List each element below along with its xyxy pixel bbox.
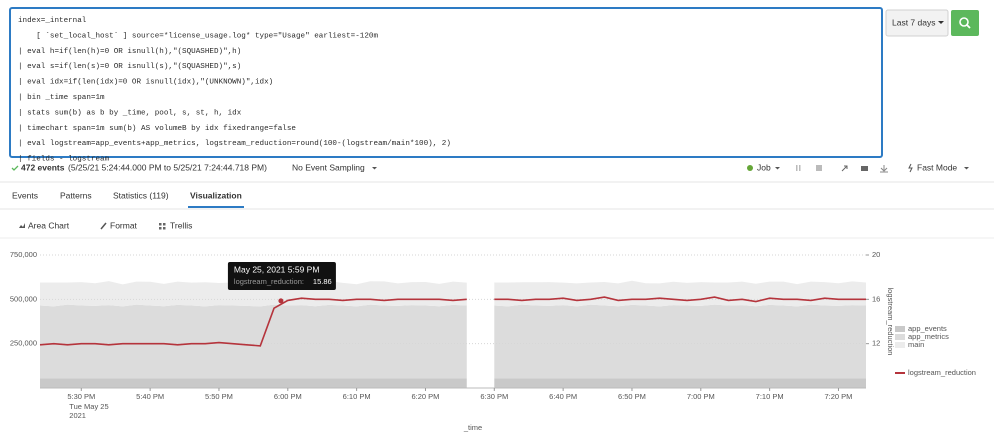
chart: 250,000 500,000 750,000 12 16 20 5:30 PM 5:40 P… xyxy=(10,250,976,432)
legend-swatch xyxy=(895,342,905,348)
query-line: | eval h=if(len(h)=0 OR isnull(h),"(SQUA… xyxy=(18,48,241,56)
caret xyxy=(372,167,377,170)
x-tick-label: 7:00 PM xyxy=(687,392,715,401)
y-tick-label: 750,000 xyxy=(10,250,37,259)
legend-swatch xyxy=(895,326,905,332)
legend-label: logstream_reduction xyxy=(908,368,976,377)
y-tick-label: 250,000 xyxy=(10,339,37,348)
time-picker-label: Last 7 days xyxy=(892,17,935,27)
legend-label: app_metrics xyxy=(908,332,949,341)
y2-tick-label: 16 xyxy=(872,294,880,303)
x-tick-label: 6:20 PM xyxy=(411,392,439,401)
line xyxy=(39,296,866,347)
x-tick-label: 6:50 PM xyxy=(618,392,646,401)
tooltip xyxy=(227,262,336,290)
tooltip-value: 15.86 xyxy=(313,277,332,286)
x-tick-label: 7:10 PM xyxy=(756,392,784,401)
query-line: [ `set_local_host` ] source=*license_usa… xyxy=(18,32,378,40)
x-tick-label: 5:50 PM xyxy=(205,392,233,401)
legend-label: main xyxy=(908,340,924,349)
query-line: index=_internal xyxy=(18,17,87,25)
tab-active[interactable]: Visualization xyxy=(190,190,242,200)
query-line: | timechart span=1m sum(b) AS volumeB by… xyxy=(18,125,296,133)
search-box[interactable] xyxy=(9,7,883,158)
x-tick-label: 6:00 PM xyxy=(274,392,302,401)
tooltip-label: logstream_reduction: xyxy=(234,277,304,286)
y2-axis-title: logstream_reduction xyxy=(886,288,895,356)
event-count: 472 events xyxy=(21,162,65,172)
x-tick-label: 7:20 PM xyxy=(824,392,852,401)
mode-icon xyxy=(908,163,913,173)
viz-button[interactable]: Area Chart xyxy=(28,220,70,230)
search-icon xyxy=(966,24,971,29)
job-status xyxy=(747,165,753,171)
query-line: | eval s=if(len(s)=0 OR isnull(s),"(SQUA… xyxy=(18,63,241,71)
check-icon xyxy=(11,165,19,171)
tab[interactable]: Events xyxy=(12,190,38,200)
area-icon xyxy=(19,223,25,228)
viz-button[interactable]: Format xyxy=(110,220,138,230)
legend-swatch xyxy=(895,334,905,340)
trellis-icon xyxy=(159,223,166,230)
search-icon xyxy=(959,17,969,27)
x-tick-label: 5:40 PM xyxy=(136,392,164,401)
query-line: | eval idx=if(len(idx)=0 OR isnull(idx),… xyxy=(18,79,273,87)
caret xyxy=(775,167,780,170)
tab[interactable]: Statistics (119) xyxy=(113,190,169,200)
y2-tick-label: 20 xyxy=(872,250,880,259)
query-line: | eval logstream=app_events+app_metrics,… xyxy=(18,140,451,148)
query-line: | fields - logstream xyxy=(18,156,110,164)
x-tick-label: 6:30 PM xyxy=(480,392,508,401)
x-tick-label: 6:40 PM xyxy=(549,392,577,401)
legend-label: app_events xyxy=(908,324,947,333)
viz-button[interactable]: Trellis xyxy=(170,220,192,230)
sampling[interactable]: No Event Sampling xyxy=(292,162,365,172)
query-line: | stats sum(b) as b by _time, pool, s, s… xyxy=(18,109,242,117)
x-date-label: Tue May 25 xyxy=(69,402,108,411)
time-picker[interactable] xyxy=(885,9,949,37)
caret xyxy=(938,21,944,24)
x-axis-title: _time xyxy=(463,423,482,432)
query-line: | bin _time span=1m xyxy=(18,94,105,102)
area xyxy=(40,280,866,307)
time-range: (5/25/21 5:24:44.000 PM to 5/25/21 7:24:… xyxy=(68,162,267,172)
tooltip-title: May 25, 2021 5:59 PM xyxy=(234,264,320,274)
tab[interactable]: Patterns xyxy=(60,190,92,200)
y-tick-label: 500,000 xyxy=(10,294,37,303)
search-mode[interactable]: Fast Mode xyxy=(917,162,957,172)
caret xyxy=(964,167,969,170)
y2-tick-label: 12 xyxy=(872,339,880,348)
format-icon xyxy=(100,222,107,230)
hover-point xyxy=(278,298,284,304)
area xyxy=(40,304,866,379)
job-controls xyxy=(796,165,888,173)
job-menu[interactable]: Job xyxy=(757,162,771,172)
x-date-label: 2021 xyxy=(69,411,86,420)
area xyxy=(40,378,866,388)
search-button[interactable] xyxy=(951,10,979,36)
x-tick-label: 6:10 PM xyxy=(343,392,371,401)
tab-underline xyxy=(188,206,244,208)
x-tick-label: 5:30 PM xyxy=(67,392,95,401)
